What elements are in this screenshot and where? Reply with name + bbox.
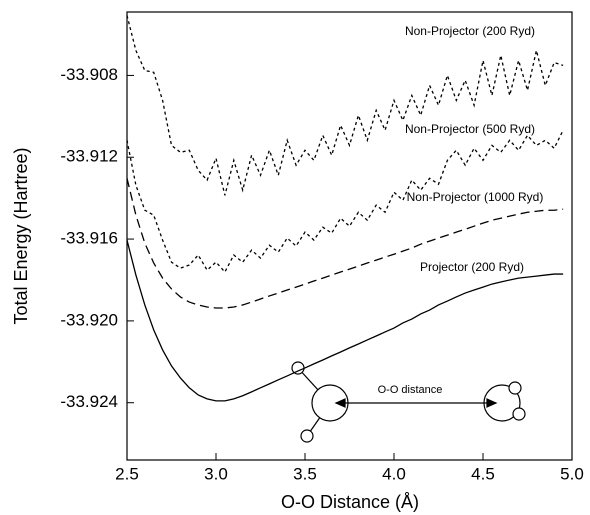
series-label: Projector (200 Ryd) (420, 260, 524, 274)
y-tick-label: -33.924 (60, 392, 118, 411)
x-tick-label: 4.5 (471, 464, 495, 483)
diagram-label: O-O distance (378, 384, 443, 396)
x-axis-title: O-O Distance (Å) (281, 492, 419, 512)
y-tick-label: -33.908 (60, 65, 118, 84)
x-tick-label: 4.0 (382, 464, 406, 483)
series-line (126, 15, 564, 196)
x-tick-label: 2.5 (115, 464, 139, 483)
x-tick-label: 3.5 (293, 464, 317, 483)
series-line (126, 129, 564, 274)
plot-frame (126, 11, 573, 461)
series-label: Non-Projector (500 Ryd) (405, 122, 535, 136)
y-tick-label: -33.920 (60, 310, 118, 329)
series-label: Non-Projector (1000 Ryd) (407, 190, 544, 204)
molecule-diagram (291, 361, 526, 443)
y-axis-title: Total Energy (Hartree) (11, 147, 31, 324)
series-line (126, 239, 564, 402)
x-tick-label: 3.0 (204, 464, 228, 483)
series-label: Non-Projector (200 Ryd) (405, 24, 535, 38)
x-tick-label: 5.0 (560, 464, 584, 483)
y-tick-label: -33.912 (60, 147, 118, 166)
y-tick-label: -33.916 (60, 229, 118, 248)
